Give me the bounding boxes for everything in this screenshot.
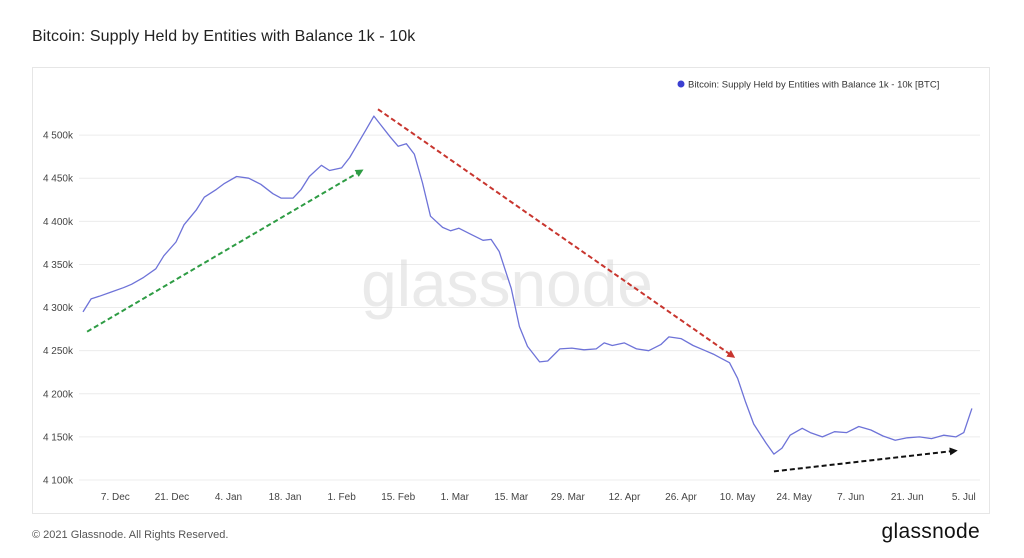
trend-arrow (86, 169, 364, 333)
series-line[interactable] (82, 115, 973, 455)
y-tick-label: 4 250k (43, 346, 74, 357)
series-layer (82, 115, 973, 455)
x-tick-label: 18. Jan (269, 492, 302, 503)
x-axis: 7. Dec 21. Dec 4. Jan 18. Jan 1. Feb 15. Feb 1… (101, 492, 976, 503)
y-tick-label: 4 100k (43, 476, 74, 487)
x-tick-label: 7. Jun (837, 492, 864, 503)
x-tick-label: 21. Dec (155, 492, 189, 503)
x-tick-label: 15. Mar (494, 492, 529, 503)
y-tick-label: 4 200k (43, 389, 74, 400)
y-tick-label: 4 500k (43, 131, 74, 142)
legend[interactable]: Bitcoin: Supply Held by Entities with Ba… (677, 80, 940, 91)
x-tick-label: 5. Jul (952, 492, 976, 503)
gridlines (79, 134, 980, 481)
y-tick-label: 4 450k (43, 174, 74, 185)
x-tick-label: 1. Feb (327, 492, 356, 503)
x-tick-label: 4. Jan (215, 492, 242, 503)
y-tick-label: 4 350k (43, 260, 74, 271)
y-tick-label: 4 150k (43, 432, 74, 443)
y-axis: 4 100k 4 150k 4 200k 4 250k 4 300k 4 350k 4 40… (43, 131, 74, 487)
trend-arrows (86, 108, 958, 473)
y-tick-label: 4 300k (43, 303, 74, 314)
legend-label: Bitcoin: Supply Held by Entities with Ba… (688, 80, 939, 91)
x-tick-label: 29. Mar (551, 492, 586, 503)
x-tick-label: 26. Apr (665, 492, 697, 503)
line-chart: glassnode 4 100k 4 150k 4 200k 4 250k 4 300k… (43, 80, 980, 503)
x-tick-label: 15. Feb (381, 492, 415, 503)
brand-logo[interactable]: glassnode (881, 520, 980, 543)
x-tick-label: 10. May (720, 492, 756, 503)
x-tick-label: 12. Apr (609, 492, 641, 503)
copyright-text: © 2021 Glassnode. All Rights Reserved. (32, 529, 229, 541)
legend-dot-icon (677, 80, 685, 88)
watermark-text: glassnode (361, 248, 653, 320)
x-tick-label: 7. Dec (101, 492, 130, 503)
page-title: Bitcoin: Supply Held by Entities with Ba… (32, 28, 416, 45)
x-tick-label: 1. Mar (441, 492, 470, 503)
trend-arrow (773, 447, 958, 473)
y-tick-label: 4 400k (43, 217, 74, 228)
trend-arrow (377, 108, 736, 358)
x-tick-label: 24. May (776, 492, 812, 503)
x-tick-label: 21. Jun (891, 492, 924, 503)
chart-frame: glassnode 4 100k 4 150k 4 200k 4 250k 4 300k… (32, 67, 990, 514)
